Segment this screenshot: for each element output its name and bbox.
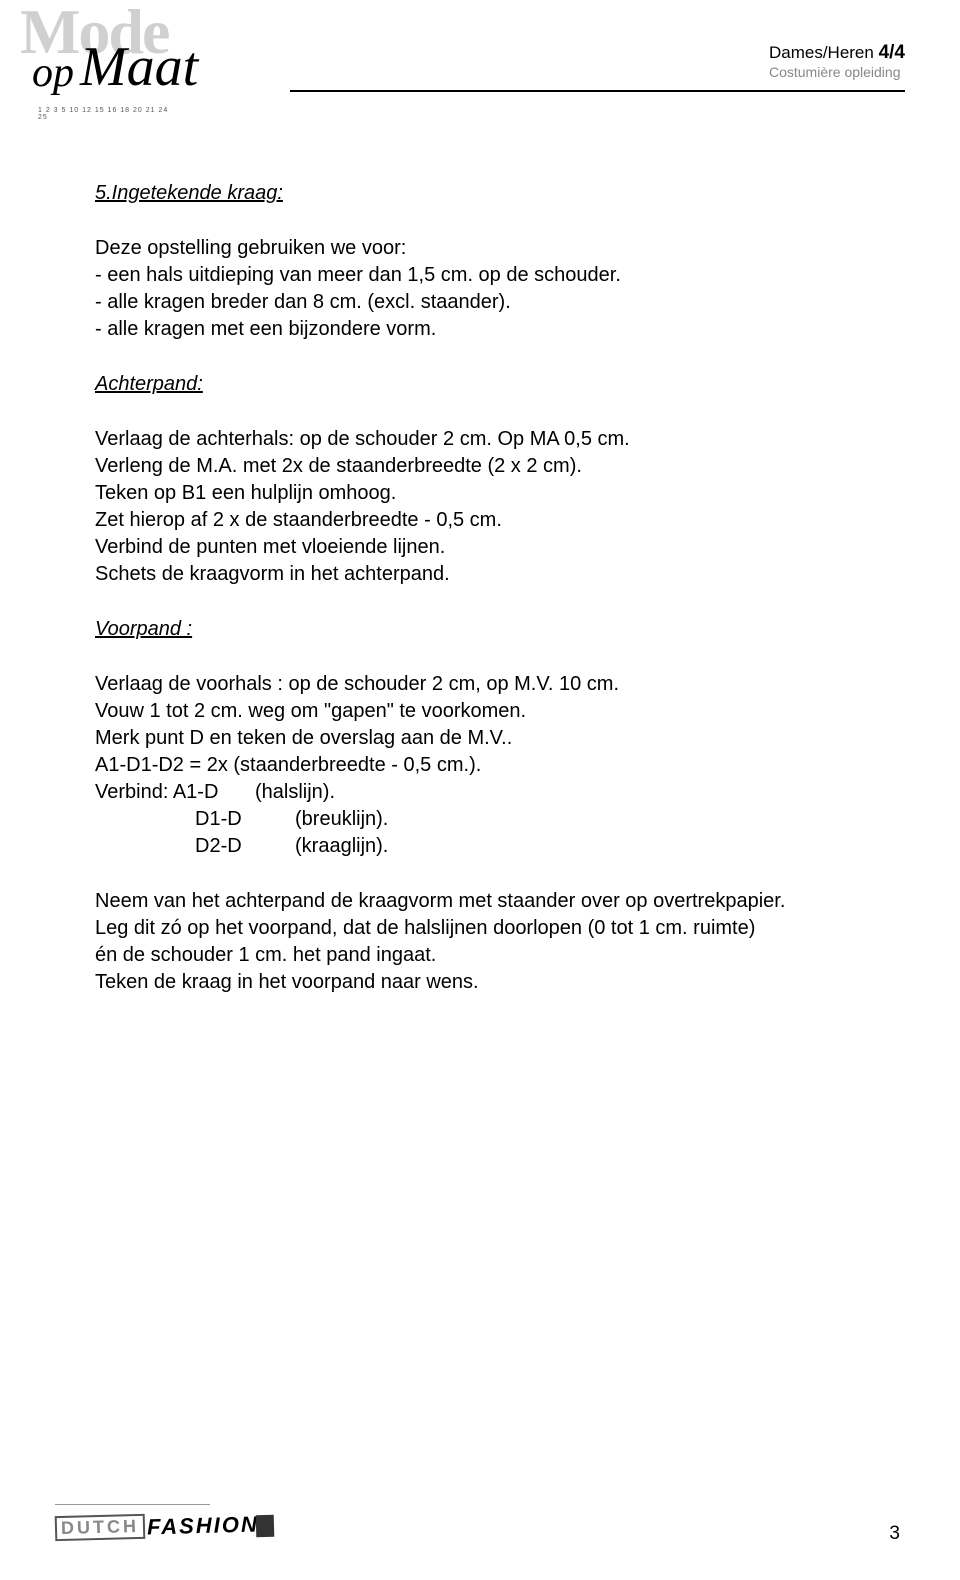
- footer-logo: DUTCHFASHION: [55, 1513, 274, 1540]
- logo-ruler: 1 2 3 5 10 12 15 16 18 20 21 24 25: [38, 107, 168, 121]
- bullet-3: - alle kragen met een bijzondere vorm.: [95, 316, 865, 343]
- header-right: Dames/Heren 4/4 Costumière opleiding: [769, 42, 905, 80]
- d2d-label: D2-D: [195, 833, 295, 860]
- voorpand-block-2: Neem van het achterpand de kraagvorm met…: [95, 888, 865, 996]
- verbind-row-1: Verbind: A1-D (halslijn).: [95, 779, 865, 806]
- voorpand-heading: Voorpand :: [95, 616, 865, 643]
- d2d-val: (kraaglijn).: [295, 833, 388, 860]
- section-5-intro-block: Deze opstelling gebruiken we voor: - een…: [95, 235, 865, 343]
- footer-tag-icon: [256, 1515, 275, 1537]
- logo-op-text: op: [32, 49, 74, 97]
- footer-divider: [55, 1504, 210, 1505]
- verbind-row-3: D2-D (kraaglijn).: [95, 833, 865, 860]
- d1d-label: D1-D: [195, 806, 295, 833]
- logo: Mode op Maat 1 2 3 5 10 12 15 16 18 20 2…: [20, 5, 168, 59]
- document-body: 5.Ingetekende kraag: Deze opstelling geb…: [0, 120, 960, 996]
- footer-dutch: DUTCH: [55, 1514, 146, 1541]
- verbind-row-2: D1-D (breuklijn).: [95, 806, 865, 833]
- page-number: 3: [889, 1523, 900, 1545]
- header-category: Dames/Heren 4/4: [769, 42, 905, 64]
- header-page-fraction: 4/4: [879, 42, 905, 63]
- verbind-label: Verbind: A1-D: [95, 779, 255, 806]
- d1d-val: (breuklijn).: [295, 806, 388, 833]
- header-divider: [290, 90, 905, 92]
- achterpand-heading: Achterpand:: [95, 371, 865, 398]
- header-subtitle: Costumière opleiding: [769, 64, 905, 80]
- voorpand-block-1: Verlaag de voorhals : op de schouder 2 c…: [95, 671, 865, 860]
- logo-maat-text: Maat: [80, 35, 198, 99]
- intro-line: Deze opstelling gebruiken we voor:: [95, 235, 865, 262]
- section-5-title: 5.Ingetekende kraag:: [95, 180, 865, 207]
- footer-fashion: FASHION: [147, 1512, 259, 1541]
- voorpand-p1: Verlaag de voorhals : op de schouder 2 c…: [95, 671, 865, 779]
- achterpand-body: Verlaag de achterhals: op de schouder 2 …: [95, 426, 865, 588]
- header-category-text: Dames/Heren: [769, 43, 879, 62]
- verbind-a1d-val: (halslijn).: [255, 779, 335, 806]
- bullet-1: - een hals uitdieping van meer dan 1,5 c…: [95, 262, 865, 289]
- bullet-2: - alle kragen breder dan 8 cm. (excl. st…: [95, 289, 865, 316]
- page-header: Mode op Maat 1 2 3 5 10 12 15 16 18 20 2…: [0, 0, 960, 120]
